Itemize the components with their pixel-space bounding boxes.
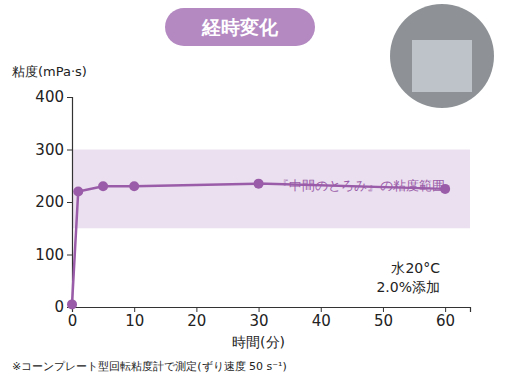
y-axis-title: 粘度(mPa·s) xyxy=(12,64,87,79)
tick: 10 xyxy=(125,307,144,330)
title-badge: 経時変化 xyxy=(165,8,315,46)
point xyxy=(73,187,83,197)
tick-label: 0 xyxy=(68,312,78,330)
tick-label: 10 xyxy=(125,312,144,330)
tick-mark xyxy=(67,150,72,151)
tick: 50 xyxy=(374,307,393,330)
tick-label: 300 xyxy=(35,141,64,159)
tick: 40 xyxy=(312,307,331,330)
tick: 0 xyxy=(68,307,78,330)
point xyxy=(440,184,450,194)
tick: 100 xyxy=(35,246,72,264)
photo-glass xyxy=(412,40,472,92)
tick-label: 400 xyxy=(35,88,64,106)
tick: 20 xyxy=(187,307,206,330)
series xyxy=(67,179,450,310)
tick-mark xyxy=(67,202,72,203)
footnote: ※コーンプレート型回転粘度計で測定(ずり速度 50 s⁻¹) xyxy=(12,360,287,373)
tick-label: 100 xyxy=(35,246,64,264)
x-axis-title: 時間(分) xyxy=(232,334,285,350)
tick-label: 0 xyxy=(54,298,64,316)
tick: 300 xyxy=(35,141,72,159)
tick-mark xyxy=(67,97,72,98)
tick-label: 200 xyxy=(35,193,64,211)
x-axis: 0 10 20 30 40 50 60 xyxy=(68,307,471,330)
point xyxy=(98,181,108,191)
tick-label: 50 xyxy=(374,312,393,330)
photo xyxy=(390,4,494,108)
plot: 『中間のとろみ』の粘度範囲01002003004000102030405060 xyxy=(35,88,470,329)
tick-label: 60 xyxy=(436,312,455,330)
tick: 200 xyxy=(35,193,72,211)
tick: 60 xyxy=(436,307,455,330)
annotation: 水20°C xyxy=(391,260,440,276)
axis-line xyxy=(67,98,73,308)
point xyxy=(129,181,139,191)
line xyxy=(72,184,445,305)
tick-label: 40 xyxy=(312,312,331,330)
photo-circle xyxy=(390,4,494,108)
point xyxy=(67,299,77,309)
title-background xyxy=(165,8,315,46)
tick-label: 30 xyxy=(250,312,269,330)
annotation: 2.0%添加 xyxy=(376,279,440,295)
tick: 400 xyxy=(35,88,72,106)
tick-label: 20 xyxy=(187,312,206,330)
title: 経時変化 xyxy=(201,16,279,38)
y-axis: 0 100 200 300 400 xyxy=(35,88,72,316)
tick: 30 xyxy=(250,307,269,330)
point xyxy=(254,179,264,189)
chart: 経時変化粘度(mPa·s)『中間のとろみ』の粘度範囲01002003004000… xyxy=(0,0,512,384)
tick-mark xyxy=(67,255,72,256)
